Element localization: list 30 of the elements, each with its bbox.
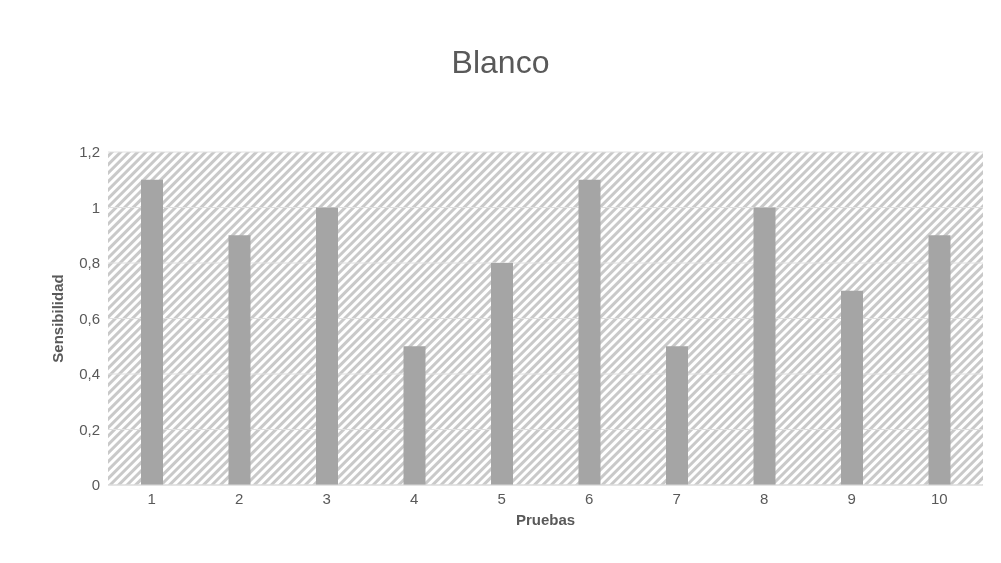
y-axis-title: Sensibilidad [49,274,67,363]
chart-title: Blanco [450,44,551,81]
x-tick-label: 3 [322,489,331,507]
y-tick-label: 0 [91,476,100,494]
x-tick-label: 8 [760,489,769,507]
x-tick-label: 1 [147,489,156,507]
bar [403,346,426,485]
bar [753,207,776,485]
x-tick-label: 6 [585,489,594,507]
x-tick-label: 7 [672,489,681,507]
bar [928,235,951,485]
bar [578,179,601,485]
bar [141,179,163,485]
bar [491,263,513,485]
bar [666,346,688,485]
x-axis-title: Pruebas [515,511,576,528]
x-tick-label: 10 [930,489,948,507]
bar [841,290,863,485]
y-tick-label: 1,2 [79,143,100,161]
bar [316,207,338,485]
y-tick-label: 0,2 [79,420,100,438]
y-tick-label: 1 [91,198,100,216]
x-tick-label: 2 [235,489,244,507]
bar [228,235,251,485]
y-tick-label: 0,8 [79,254,100,272]
x-tick-label: 4 [410,489,419,507]
x-tick-label: 9 [847,489,856,507]
y-tick-label: 0,6 [79,309,100,327]
x-tick-label: 5 [497,489,506,507]
y-tick-label: 0,4 [79,365,100,383]
